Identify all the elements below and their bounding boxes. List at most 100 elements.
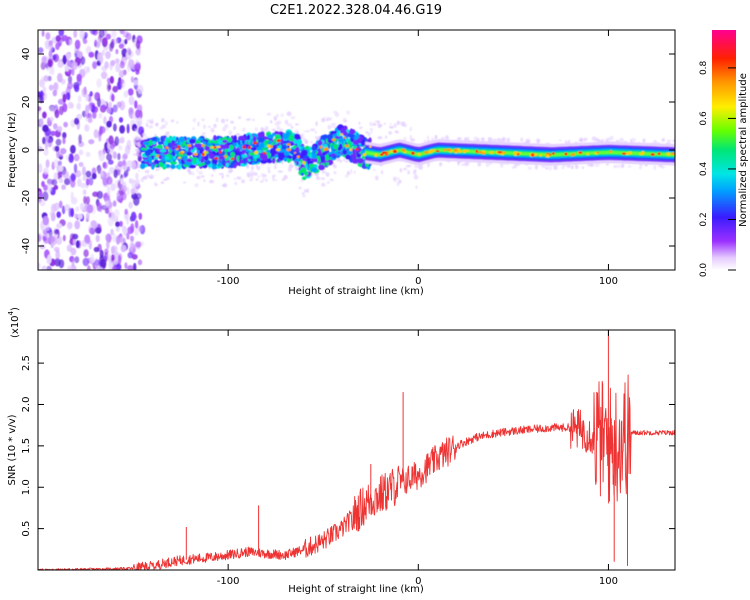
spectrogram-halo-cell xyxy=(294,129,299,134)
spectrogram-halo-cell xyxy=(203,179,206,183)
spectrogram-noise-cell xyxy=(92,111,97,119)
spectrogram-noise-cell xyxy=(40,76,44,85)
spectrogram-noise-cell xyxy=(92,61,97,70)
spectrogram-noise-cell xyxy=(62,234,66,242)
spectrogram-noise-cell xyxy=(118,43,124,49)
spectrogram-noise-cell xyxy=(100,71,108,80)
spectrogram-noise-cell xyxy=(106,240,110,250)
spectrogram-halo-cell xyxy=(345,174,349,178)
spectrogram-noise-cell xyxy=(74,256,80,264)
spectrogram-noise-cell xyxy=(130,76,135,83)
spectrogram-halo-cell xyxy=(667,139,671,142)
spectrogram-band-cell xyxy=(189,164,196,169)
spectrogram-noise-cell xyxy=(67,75,73,84)
spectrogram-halo-cell xyxy=(409,126,412,132)
spectrogram-halo-cell xyxy=(307,188,309,193)
spectrogram-noise-cell xyxy=(56,126,63,132)
spectrogram-band-cell xyxy=(311,153,317,159)
spectrogram-halo-cell xyxy=(321,182,326,187)
spectrogram-noise-cell xyxy=(64,65,70,72)
spectrogram-band-cell xyxy=(295,146,300,153)
spectrogram-halo-cell xyxy=(621,163,625,169)
spectrogram-noise-cell xyxy=(58,177,64,184)
spectrogram-noise-cell xyxy=(76,102,81,110)
spectrogram-hot-cell xyxy=(203,151,208,154)
spectrogram-hot-cell xyxy=(319,145,323,149)
spectrogram-noise-cell xyxy=(38,234,41,243)
spectrogram-band-cell xyxy=(320,134,327,142)
spectrogram-halo-cell xyxy=(211,174,214,177)
spectrogram-band-cell xyxy=(357,157,364,164)
spectrogram-noise-cell xyxy=(130,223,135,234)
spectrogram-noise-cell xyxy=(39,118,44,127)
spectrogram-noise-cell xyxy=(56,223,63,229)
spectrogram-noise-cell xyxy=(126,160,133,169)
spectrogram-noise-cell xyxy=(130,235,134,242)
spectrogram-band-cell xyxy=(295,161,299,166)
spectrogram-band-cell xyxy=(356,132,360,138)
spectrogram-halo-cell xyxy=(398,179,402,184)
spectrogram-band-cell xyxy=(320,156,325,162)
spectrogram-noise-cell xyxy=(93,129,99,139)
spectrogram-band-cell xyxy=(356,152,362,158)
spectrogram-band-cell xyxy=(333,143,339,150)
spectrogram-halo-cell xyxy=(372,122,377,126)
spectrogram-hot-cell xyxy=(286,143,291,146)
spectrogram-band-cell xyxy=(301,149,308,156)
spectrogram-noise-cell xyxy=(108,253,112,262)
spectrogram-noise-cell xyxy=(70,179,76,188)
spectrogram-hot-cell xyxy=(252,141,258,145)
spectrogram-band-cell xyxy=(318,164,325,171)
spectrogram-noise-cell xyxy=(94,39,98,47)
spectrogram-hot-cell xyxy=(345,144,349,148)
spectrogram-noise-cell xyxy=(118,69,125,78)
spectrogram-band-cell xyxy=(177,163,182,170)
spectrogram-noise-cell xyxy=(134,63,140,70)
spectrogram-xtick-label: 0 xyxy=(415,276,421,287)
spectrogram-noise-cell xyxy=(135,109,141,119)
spectrogram-halo-cell xyxy=(431,137,434,141)
spectrogram-band-cell xyxy=(156,137,161,143)
spectrogram-noise-cell xyxy=(82,257,90,267)
spectrogram-halo-cell xyxy=(365,131,369,134)
spectrogram-halo-cell xyxy=(281,178,286,181)
spectrogram-noise-cell xyxy=(74,84,80,93)
spectrogram-band-cell xyxy=(156,144,164,149)
spectrogram-noise-cell xyxy=(126,166,131,172)
spectrogram-halo-cell xyxy=(286,111,292,117)
spectrogram-hot-cell xyxy=(666,152,671,156)
spectrogram-noise-cell xyxy=(106,77,111,84)
spectrogram-noise-cell xyxy=(121,185,128,193)
spectrogram-halo-cell xyxy=(315,135,318,140)
spectrogram-halo-cell xyxy=(321,171,327,174)
spectrogram-hot-cell xyxy=(175,148,179,151)
spectrogram-hot-cell xyxy=(230,157,235,160)
spectrogram-halo-cell xyxy=(135,183,139,187)
spectrogram-noise-cell xyxy=(129,242,134,251)
snr-xlabel: Height of straight line (km) xyxy=(288,584,424,595)
colorbar: 0.0 0.2 0.4 0.6 0.8 Normalized spectral ampl… xyxy=(699,30,749,277)
spectrogram-noise-cell xyxy=(119,30,125,35)
spectrogram-noise-cell xyxy=(138,225,143,232)
spectrogram-band-cell xyxy=(222,158,226,165)
spectrogram-halo-cell xyxy=(221,174,224,179)
spectrogram-halo-cell xyxy=(358,121,361,125)
spectrogram-band-cell xyxy=(274,134,281,140)
spectrogram-hot-cell xyxy=(340,133,344,136)
spectrogram-halo-cell xyxy=(222,127,227,132)
spectrogram-halo-cell xyxy=(653,140,657,144)
spectrogram-noise-cell xyxy=(71,258,75,268)
spectrogram-halo-cell xyxy=(233,177,237,180)
spectrogram-band-cell xyxy=(247,134,251,140)
spectrogram-halo-cell xyxy=(314,131,317,134)
spectrogram-noise-cell xyxy=(128,95,135,106)
spectrogram-hot-cell xyxy=(254,150,259,155)
spectrogram-noise-cell xyxy=(135,241,142,248)
spectrogram-noise-cell xyxy=(105,51,111,60)
spectrogram-hot-cell xyxy=(216,145,221,149)
spectrogram-halo-cell xyxy=(500,164,504,168)
spectrogram-halo-cell xyxy=(192,171,195,176)
spectrogram-hot-cell xyxy=(156,154,160,158)
spectrogram-noise-cell xyxy=(133,79,139,86)
spectrogram-noise-cell xyxy=(86,104,92,112)
